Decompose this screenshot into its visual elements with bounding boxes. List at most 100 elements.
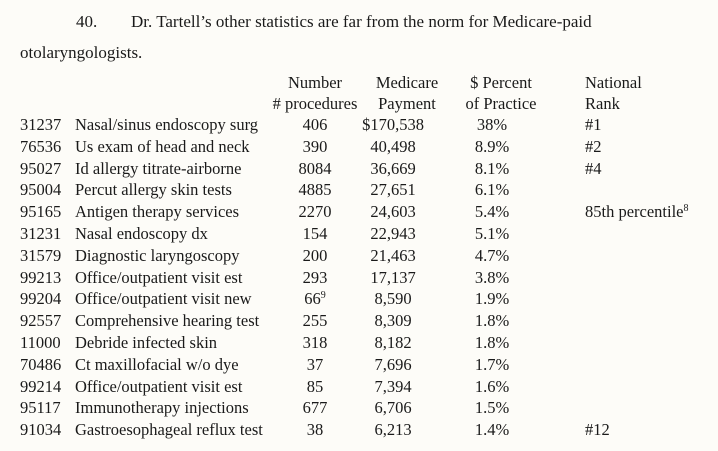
procedure-description-text: Office/outpatient visit est [75, 376, 243, 396]
table-row: 31237 Nasal/sinus endoscopy surg 406 $170,5… [0, 114, 718, 136]
table-row: 95027 Id allergy titrate-airborne 8084 36,6… [0, 158, 718, 180]
procedure-description-text: Office/outpatient visit est [75, 267, 243, 287]
procedure-code-text: 95027 [20, 158, 62, 178]
practice-percent: 38% [458, 114, 526, 136]
practice-percent-text: 1.8% [474, 311, 510, 331]
procedure-code-text: 76536 [20, 136, 62, 156]
table-row: 91034 Gastroesophageal reflux test 38 6,213… [0, 419, 718, 441]
procedure-count-text: 2270 [298, 202, 332, 222]
procedure-code-text: 95004 [20, 180, 62, 200]
procedure-count-text: 255 [302, 311, 328, 331]
national-rank-text: #2 [585, 136, 602, 156]
procedure-code: 76536 [20, 136, 61, 158]
medicare-payment: 7,696 [351, 354, 435, 376]
procedure-count: 8084 [283, 158, 347, 180]
medicare-payment: 17,137 [351, 267, 435, 289]
practice-percent: 5.1% [458, 223, 526, 245]
medicare-payment: 8,309 [351, 310, 435, 332]
procedure-description: Comprehensive hearing test [75, 310, 259, 332]
procedure-code-text: 31237 [20, 115, 62, 134]
paragraph-number: 40. [76, 12, 98, 31]
procedure-code: 31237 [20, 114, 61, 136]
table-row: 95165 Antigen therapy services 2270 24,603 5… [0, 201, 718, 223]
procedure-code: 95027 [20, 158, 61, 180]
procedure-description-text: Gastroesophageal reflux test [75, 420, 263, 440]
procedure-description-text: Comprehensive hearing test [75, 311, 260, 331]
procedure-code-text: 95165 [20, 202, 62, 222]
table-row: 99214 Office/outpatient visit est 85 7,394 1… [0, 376, 718, 398]
national-rank-text: #12 [585, 420, 610, 440]
table-row: 92557 Comprehensive hearing test 255 8,309 1… [0, 310, 718, 332]
procedure-code-text: 70486 [20, 354, 62, 374]
national-rank: 85th percentile8 [585, 201, 689, 223]
procedure-description: Office/outpatient visit new [75, 288, 252, 310]
procedure-count: 85 [283, 376, 347, 398]
header-number-line-2: # procedures [272, 94, 358, 113]
procedure-count: 154 [283, 223, 347, 245]
procedure-code-text: 11000 [20, 332, 61, 352]
procedure-count: 255 [283, 310, 347, 332]
practice-percent: 6.1% [458, 179, 526, 201]
procedure-code-text: 95117 [20, 398, 61, 418]
medicare-payment-text: 8,309 [374, 311, 412, 331]
procedure-description: Office/outpatient visit est [75, 376, 242, 398]
medicare-payment-text: 22,943 [370, 223, 416, 243]
header-percent-line-2: of Practice [465, 94, 537, 113]
practice-percent-text: 5.4% [474, 202, 510, 222]
practice-percent: 1.6% [458, 376, 526, 398]
header-number-line-1: Number [287, 73, 343, 92]
medicare-payment-text: 8,182 [374, 332, 412, 352]
medicare-payment-text: 7,394 [374, 376, 412, 396]
procedure-code: 95165 [20, 201, 61, 223]
procedure-description: Office/outpatient visit est [75, 267, 242, 289]
practice-percent: 5.4% [458, 201, 526, 223]
procedure-count-text: 200 [302, 245, 328, 265]
header-rank-line-2: Rank [585, 94, 620, 113]
procedure-code: 99204 [20, 288, 61, 310]
practice-percent: 4.7% [458, 245, 526, 267]
table-row: 99204 Office/outpatient visit new 669 8,590… [0, 288, 718, 310]
practice-percent: 1.8% [458, 332, 526, 354]
medicare-payment-text: 27,651 [370, 180, 416, 200]
header-payment-line-1: Medicare [375, 73, 439, 92]
procedure-count: 677 [283, 397, 347, 419]
header-percent: $ Percent of Practice [455, 72, 547, 114]
procedure-description-text: Percut allergy skin tests [75, 180, 232, 200]
practice-percent-text: 1.9% [474, 289, 510, 309]
practice-percent-text: 1.5% [474, 398, 510, 418]
procedure-count-text: 38 [306, 420, 324, 440]
procedure-description-text: Antigen therapy services [75, 202, 240, 222]
procedure-code-text: 99213 [20, 267, 62, 287]
national-rank-text: #1 [585, 115, 602, 134]
procedure-table: 31237 Nasal/sinus endoscopy surg 406 $170,5… [0, 114, 718, 441]
medicare-payment: 36,669 [351, 158, 435, 180]
procedure-code-text: 99214 [20, 376, 62, 396]
procedure-count: 406 [283, 114, 347, 136]
procedure-description-text: Nasal/sinus endoscopy surg [75, 115, 259, 134]
procedure-count: 37 [283, 354, 347, 376]
procedure-description: Ct maxillofacial w/o dye [75, 354, 239, 376]
medicare-payment: 24,603 [351, 201, 435, 223]
procedure-code-text: 31579 [20, 245, 62, 265]
practice-percent-text: 1.4% [474, 420, 510, 440]
procedure-description: Diagnostic laryngoscopy [75, 245, 240, 267]
procedure-count: 669 [283, 288, 347, 310]
table-row: 70486 Ct maxillofacial w/o dye 37 7,696 1.7% [0, 354, 718, 376]
medicare-payment: 6,213 [351, 419, 435, 441]
medicare-payment-text: 36,669 [370, 158, 416, 178]
practice-percent: 1.9% [458, 288, 526, 310]
table-row: 31231 Nasal endoscopy dx 154 22,943 5.1% [0, 223, 718, 245]
procedure-description-text: Immunotherapy injections [75, 398, 249, 418]
medicare-payment: $170,538 [351, 114, 435, 136]
procedure-code: 91034 [20, 419, 61, 441]
medicare-payment: 21,463 [351, 245, 435, 267]
procedure-code-text: 99204 [20, 289, 62, 309]
procedure-code: 95117 [20, 397, 61, 419]
procedure-description: Gastroesophageal reflux test [75, 419, 263, 441]
medicare-payment-text: 17,137 [370, 267, 416, 287]
procedure-description-text: Nasal endoscopy dx [75, 223, 208, 243]
medicare-payment-text: $170,538 [362, 115, 424, 134]
medicare-payment-text: 6,213 [374, 420, 412, 440]
procedure-code-text: 31231 [20, 223, 62, 243]
procedure-count: 293 [283, 267, 347, 289]
